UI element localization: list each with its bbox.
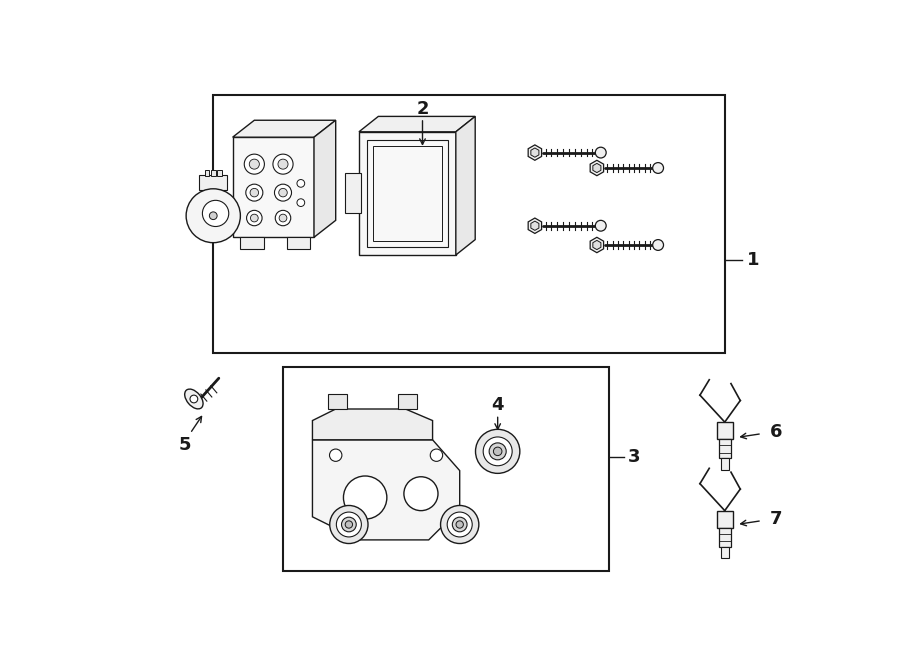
Bar (199, 175, 227, 190)
Circle shape (404, 477, 438, 510)
Circle shape (652, 240, 663, 250)
Bar (717, 422, 733, 439)
Circle shape (273, 154, 293, 174)
Polygon shape (359, 117, 475, 132)
Bar (717, 510, 733, 528)
Circle shape (247, 211, 262, 226)
Circle shape (447, 512, 473, 537)
Polygon shape (590, 237, 604, 253)
Polygon shape (593, 240, 601, 250)
Bar (345, 173, 361, 213)
Circle shape (275, 211, 291, 226)
Circle shape (297, 199, 305, 207)
Polygon shape (593, 164, 601, 173)
Circle shape (344, 476, 387, 519)
Circle shape (186, 189, 240, 243)
Bar (211, 169, 216, 175)
Polygon shape (531, 221, 539, 230)
Circle shape (329, 449, 342, 461)
Circle shape (250, 189, 258, 197)
Bar (398, 394, 417, 409)
Bar (373, 146, 442, 241)
Circle shape (490, 443, 506, 460)
Polygon shape (528, 218, 542, 234)
Circle shape (278, 159, 288, 169)
Polygon shape (312, 409, 433, 440)
Bar (287, 237, 310, 249)
Bar (718, 528, 731, 547)
Circle shape (337, 512, 362, 537)
Circle shape (190, 395, 198, 403)
Circle shape (453, 517, 467, 532)
Text: 7: 7 (770, 510, 782, 528)
Text: 5: 5 (178, 436, 191, 454)
Polygon shape (314, 120, 336, 237)
Polygon shape (312, 440, 460, 540)
Circle shape (652, 163, 663, 173)
Circle shape (493, 447, 502, 455)
Circle shape (246, 184, 263, 201)
Bar (328, 394, 347, 409)
Text: 3: 3 (628, 448, 641, 466)
Circle shape (475, 430, 520, 473)
Polygon shape (531, 148, 539, 157)
Bar (204, 169, 210, 175)
Polygon shape (455, 117, 475, 255)
Circle shape (595, 220, 607, 231)
Circle shape (279, 189, 287, 197)
Text: 4: 4 (491, 396, 504, 414)
Bar (217, 169, 221, 175)
Circle shape (244, 154, 265, 174)
Circle shape (341, 517, 356, 532)
Circle shape (346, 521, 353, 528)
Bar (721, 547, 729, 558)
Circle shape (441, 506, 479, 544)
Text: 1: 1 (746, 252, 759, 269)
Circle shape (430, 449, 443, 461)
Polygon shape (232, 120, 336, 137)
Text: 2: 2 (416, 100, 428, 118)
Bar (283, 367, 608, 571)
Polygon shape (359, 132, 455, 255)
Polygon shape (590, 160, 604, 175)
Polygon shape (232, 137, 314, 237)
Bar (213, 95, 724, 353)
Bar (721, 458, 729, 470)
Bar (366, 140, 448, 248)
Circle shape (250, 214, 258, 222)
Circle shape (483, 437, 512, 466)
Circle shape (210, 212, 217, 220)
Circle shape (279, 214, 287, 222)
Circle shape (202, 201, 229, 226)
Circle shape (297, 179, 305, 187)
Circle shape (329, 506, 368, 544)
Bar (240, 237, 264, 249)
Polygon shape (528, 145, 542, 160)
Circle shape (274, 184, 292, 201)
Ellipse shape (184, 389, 203, 409)
Bar (718, 439, 731, 458)
Text: 6: 6 (770, 423, 782, 441)
Circle shape (595, 147, 607, 158)
Circle shape (456, 521, 464, 528)
Circle shape (249, 159, 259, 169)
